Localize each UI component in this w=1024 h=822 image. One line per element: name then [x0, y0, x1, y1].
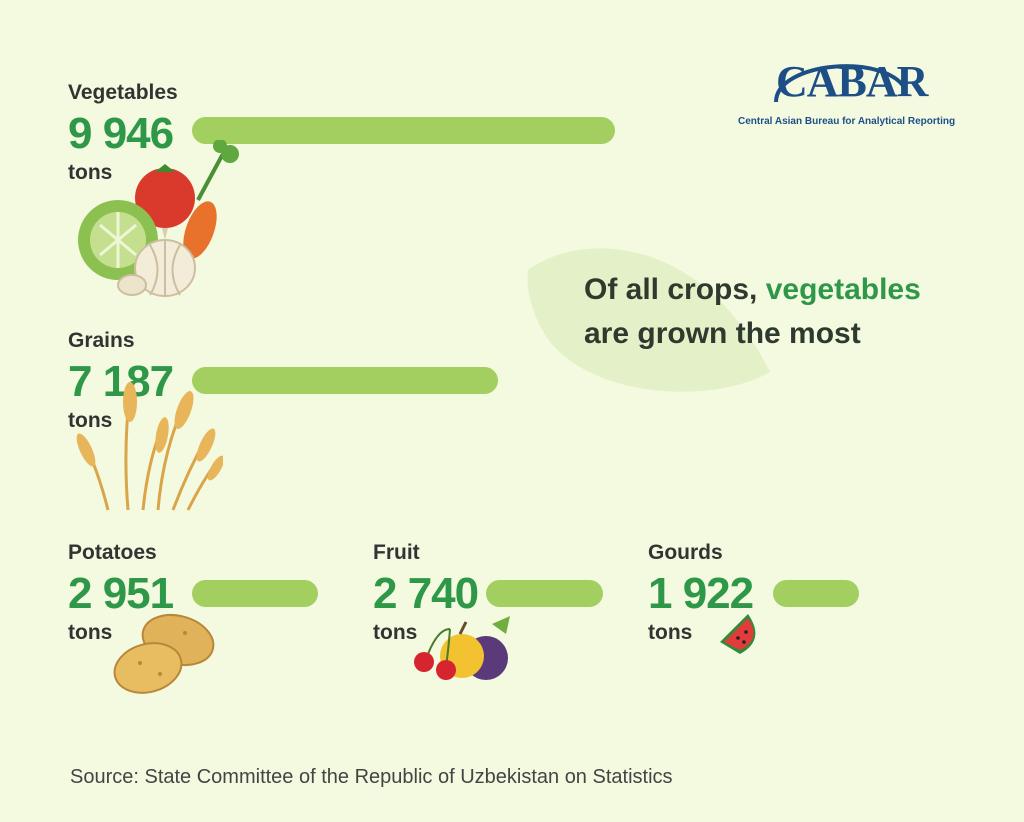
crop-value-gourds: 1 922	[648, 569, 754, 618]
source-note: Source: State Committee of the Republic …	[70, 766, 673, 788]
crop-unit-grains: tons	[68, 409, 113, 432]
crop-potatoes: Potatoes 2 951 tons	[68, 541, 174, 644]
headline-accent: vegetables	[765, 273, 921, 306]
crop-name-grains: Grains	[68, 329, 135, 352]
crop-vegetables: Vegetables 9 946 tons	[68, 82, 178, 183]
crop-value-fruit: 2 740	[373, 569, 479, 618]
crop-value-grains: 7 187	[68, 357, 174, 406]
crop-unit-potatoes: tons	[68, 621, 113, 644]
crop-grains: Grains 7 187 tons	[68, 329, 174, 432]
bar-grains	[192, 367, 498, 394]
crop-unit-fruit: tons	[373, 621, 418, 644]
crop-unit-gourds: tons	[648, 621, 693, 644]
bar-potatoes	[192, 580, 318, 607]
crop-value-potatoes: 2 951	[68, 569, 174, 618]
logo-wordmark: CABAR	[776, 57, 928, 106]
vegetables-illustration	[78, 140, 239, 297]
headline-part1: Of all crops,	[584, 273, 766, 306]
crop-gourds: Gourds 1 922 tons	[648, 541, 754, 644]
leaf-background	[527, 248, 770, 392]
crop-name-gourds: Gourds	[648, 541, 723, 564]
cabar-logo: CABAR Central Asian Bureau for Analytica…	[736, 52, 955, 132]
bar-fruit	[486, 580, 603, 607]
fruit-illustration	[414, 616, 510, 680]
bar-vegetables	[192, 117, 615, 144]
crop-fruit: Fruit 2 740 tons	[373, 541, 479, 644]
watermelon-illustration	[720, 614, 756, 654]
logo-tagline: Central Asian Bureau for Analytical Repo…	[738, 116, 956, 127]
crop-name-fruit: Fruit	[373, 541, 420, 564]
crop-value-vegetables: 9 946	[68, 109, 174, 158]
headline: Of all crops, vegetables are grown the m…	[584, 268, 921, 355]
bar-gourds	[773, 580, 859, 607]
headline-part2: are grown the most	[584, 316, 861, 350]
wheat-illustration	[76, 382, 223, 511]
crop-name-potatoes: Potatoes	[68, 541, 157, 564]
crop-unit-vegetables: tons	[68, 161, 113, 184]
potatoes-illustration	[113, 614, 215, 694]
crop-name-vegetables: Vegetables	[68, 81, 178, 104]
